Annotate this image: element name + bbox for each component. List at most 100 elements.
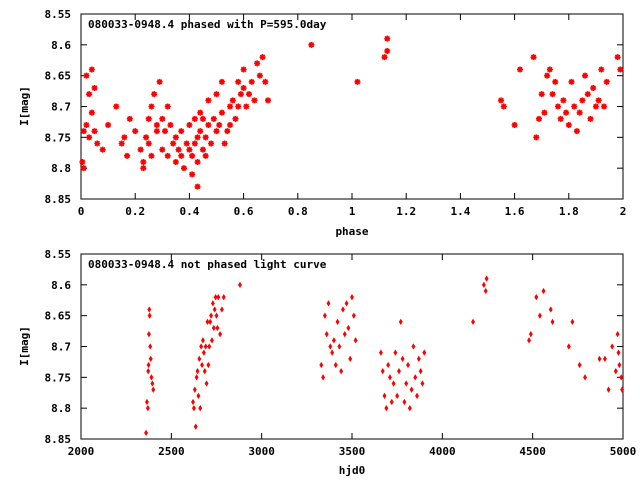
phased-data-point [132,128,139,135]
phased-data-point [210,115,217,122]
phased-data-point [538,91,545,98]
phased-data-point [587,115,594,122]
phased-data-point [140,159,147,165]
phased-data-point [235,78,242,85]
light-curve-x-tick-label: 2000 [68,445,95,458]
light-curve-data-point [202,367,207,375]
phased-data-point [530,54,537,61]
phased-data-point [189,152,196,159]
light-curve-data-point [418,367,423,375]
phased-data-point [191,140,198,147]
phased-data-point [164,103,171,110]
light-curve-data-point [382,392,387,400]
phased-data-point [218,78,225,85]
phased-data-point [145,115,152,122]
phased-data-point [105,122,112,128]
phased-x-tick-label: 1 [349,205,356,218]
light-curve-data-point [196,392,201,400]
light-curve-data-point [384,404,389,412]
phased-data-point [194,183,201,190]
phased-data-point [113,103,120,110]
light-curve-data-point [613,367,618,375]
light-curve-data-point [319,361,324,369]
light-curve-data-point [597,355,602,363]
phased-y-tick-label: 8.8 [51,162,71,175]
phased-data-point [86,91,93,98]
light-curve-data-point [205,318,210,326]
light-curve-data-point [577,361,582,369]
phased-x-tick-label: 0 [78,205,85,218]
light-curve-data-point [550,318,555,326]
light-curve-data-point [620,386,625,393]
phased-data-point [194,159,201,165]
phased-y-tick-label: 8.55 [45,8,72,21]
phased-data-point [205,97,212,104]
light-curve-data-point [615,330,620,338]
light-curve-data-point [212,306,217,313]
light-curve-y-axis-label: I[mag] [18,326,31,366]
phased-data-point [175,146,182,153]
light-curve-data-point [321,374,326,381]
light-curve-data-point [148,355,153,363]
phased-data-point [232,115,239,122]
phased-data-point [121,134,128,141]
phased-data-point [544,72,551,79]
phased-data-point [381,54,388,61]
phased-x-axis-label: phase [335,225,368,238]
phased-data-point [498,97,505,104]
light-curve-data-point [335,318,340,326]
phased-data-point [137,146,144,153]
phased-data-point [170,140,177,147]
light-curve-y-tick-label: 8.65 [45,310,72,323]
light-curve-data-point [348,355,353,363]
phased-data-point [565,122,572,128]
phased-data-point [151,91,158,98]
light-curve-data-point [339,367,344,375]
phased-data-point [590,85,597,91]
light-curve-plot-frame [80,253,624,440]
phased-x-tick-label: 2 [620,205,627,218]
phased-data-point [517,66,524,73]
phased-data-point [571,103,578,110]
light-curve-data-point [193,423,198,430]
light-curve-data-point [192,386,197,393]
phased-data-point [221,140,228,147]
phased-data-point [535,115,542,122]
light-curve-data-point [201,349,206,356]
phased-data-point [560,97,567,104]
phased-data-point [240,66,247,73]
phased-data-point [614,54,621,61]
light-curve-chart-title: 080033-0948.4 not phased light curve [88,258,327,271]
light-curve-data-point [411,343,416,350]
light-curve-data-point [326,300,331,307]
light-curve-data-point [221,293,226,301]
light-curve-data-point [324,330,329,338]
phased-data-point [511,122,518,128]
light-curve-data-point [400,355,405,363]
light-curve-data-point [344,300,349,307]
light-curve-data-point [528,330,533,338]
phased-data-point [88,66,95,73]
phased-data-point [148,103,155,110]
light-curve-data-point [350,293,354,301]
phased-data-point [159,115,166,122]
light-curve-x-axis-label: hjd0 [339,464,366,477]
light-curve-data-point [606,386,611,393]
light-curve-data-point [333,361,338,369]
phased-x-tick-label: 0.2 [125,205,145,218]
phased-y-tick-label: 8.65 [45,70,72,83]
light-curve-data-point [395,392,400,400]
light-curve-data-point [330,349,335,356]
phased-data-point [208,140,215,147]
phased-data-point [162,128,169,135]
light-curve-data-point [215,324,220,332]
light-curve-data-point [602,355,607,363]
phased-x-tick-label: 1.4 [450,205,470,218]
phased-data-point [354,78,361,85]
phased-data-point [256,72,263,79]
light-curve-data-point [194,374,199,381]
light-curve-data-point [191,404,196,412]
light-curve-data-point [409,386,414,393]
light-curve-data-point [195,367,200,375]
